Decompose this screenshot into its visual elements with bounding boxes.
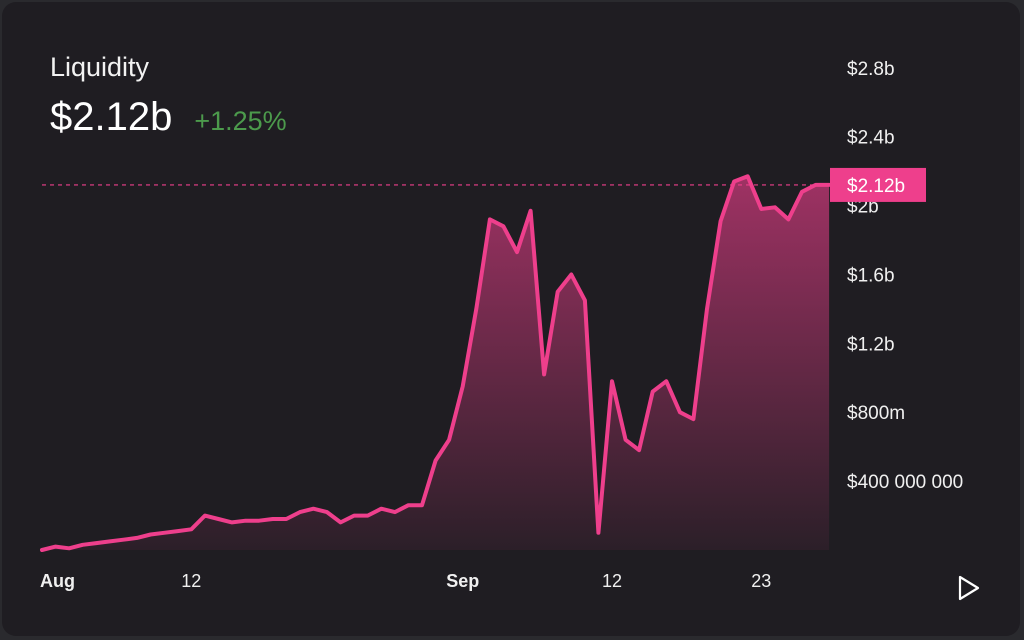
y-tick-label: $400 000 000 [847, 472, 963, 493]
chart-title: Liquidity [50, 52, 150, 82]
series-line [40, 174, 832, 552]
y-tick-label: $2.4b [847, 128, 895, 149]
current-value-label: $2.12b [847, 176, 905, 197]
y-tick-label: $800m [847, 403, 905, 424]
x-tick-label: 23 [751, 571, 771, 591]
current-value-badge [830, 167, 926, 202]
x-tick-label: Sep [446, 571, 479, 591]
change-percent: +1.25% [194, 106, 287, 136]
y-tick-label: $1.6b [847, 265, 895, 286]
y-tick-label: $2.8b [847, 59, 895, 80]
value-row: $2.12b +1.25% [50, 95, 287, 140]
x-tick-label: Aug [40, 571, 75, 591]
y-tick-label: $1.2b [847, 334, 895, 355]
x-tick-label: 12 [602, 571, 622, 591]
x-tick-label: 12 [181, 571, 201, 591]
series-area [42, 176, 830, 551]
current-value: $2.12b [50, 95, 173, 139]
play-triangle-icon[interactable] [958, 575, 980, 601]
